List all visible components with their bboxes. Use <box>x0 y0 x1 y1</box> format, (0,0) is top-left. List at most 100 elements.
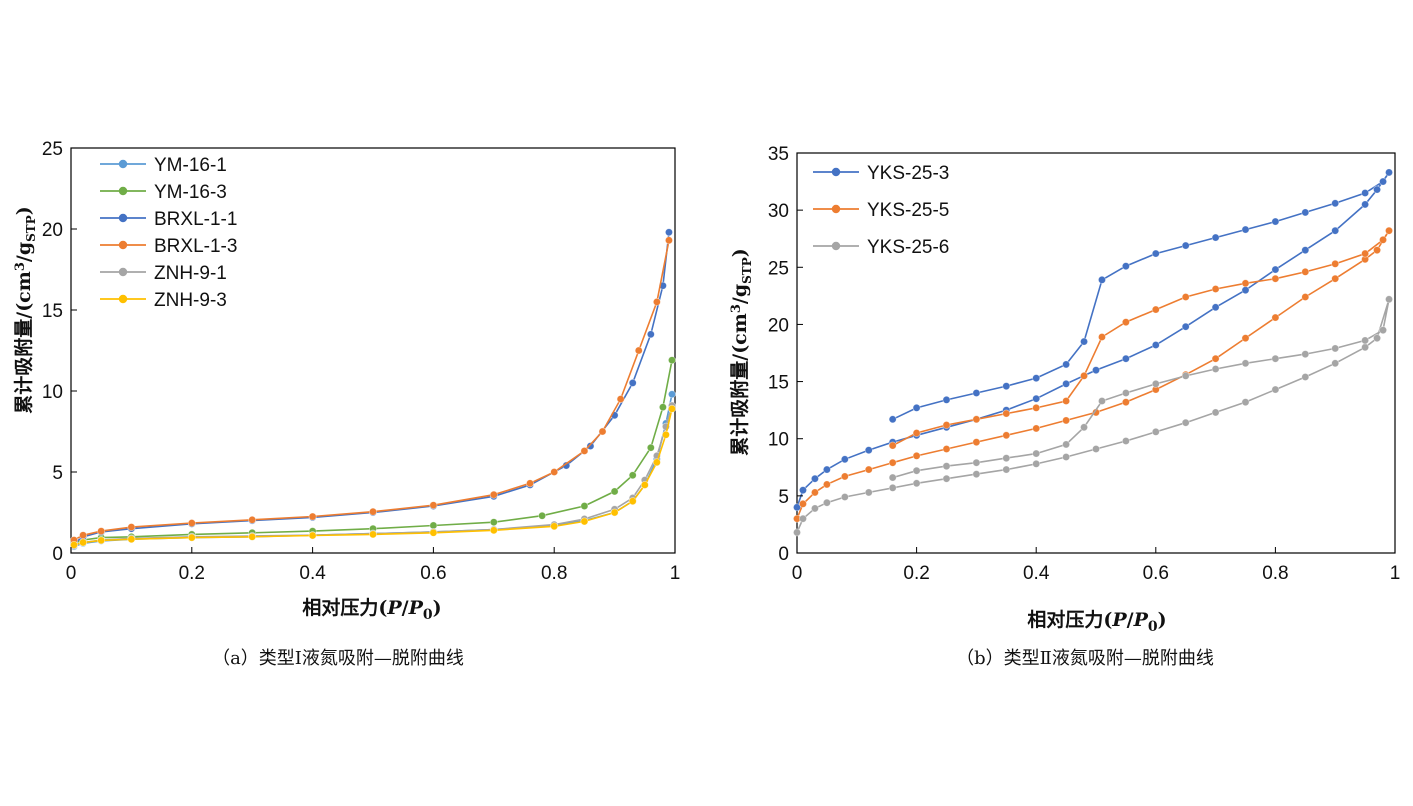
x-tick-label: 1 <box>1390 563 1401 584</box>
data-point <box>1062 360 1070 369</box>
data-point <box>1271 354 1280 363</box>
data-point <box>888 483 897 492</box>
data-point <box>429 521 438 530</box>
data-point <box>1361 189 1369 197</box>
legend-marker <box>831 204 841 214</box>
y-tick-label: 25 <box>768 258 789 279</box>
data-point <box>912 429 921 437</box>
data-point <box>1181 322 1190 331</box>
x-axis-var2-b: P <box>1133 609 1149 631</box>
data-point <box>1151 427 1160 436</box>
data-point <box>942 474 951 483</box>
data-point <box>369 507 377 516</box>
data-point <box>1241 334 1250 343</box>
plot-frame-a <box>70 147 676 554</box>
data-point <box>1122 389 1130 397</box>
data-point <box>1331 199 1340 208</box>
data-point <box>1361 200 1369 209</box>
y-axis-label-b: 累计吸附量 <box>728 361 751 456</box>
x-tick-label: 0.4 <box>299 563 326 584</box>
data-point <box>429 501 438 510</box>
x-axis-var2-a: P <box>408 597 424 619</box>
y-tick-label: 10 <box>768 430 789 451</box>
data-point <box>248 532 257 541</box>
data-point <box>97 527 106 536</box>
data-point <box>1032 374 1041 383</box>
data-point <box>888 473 897 482</box>
data-point <box>888 415 897 424</box>
data-point <box>972 438 981 447</box>
data-point <box>1002 465 1011 474</box>
data-point <box>646 330 655 339</box>
data-point <box>1122 318 1130 327</box>
legend-marker <box>831 241 841 251</box>
data-point <box>1331 226 1340 235</box>
legend-marker <box>118 267 128 277</box>
x-tick-label: 0.8 <box>541 563 567 584</box>
y-axis-title-b: 累计吸附量/(cm3/gSTP) <box>728 248 754 456</box>
data-point <box>628 378 637 387</box>
data-point <box>1122 354 1130 363</box>
y-axis-ticks-b: 0 5 10 15 20 25 30 35 <box>768 144 803 565</box>
data-point <box>972 458 981 467</box>
y-tick-label: 20 <box>42 220 63 241</box>
data-point <box>823 498 831 507</box>
data-point <box>1032 403 1041 412</box>
data-point <box>628 471 637 480</box>
data-point <box>1151 305 1160 314</box>
data-point <box>646 443 655 452</box>
data-point <box>97 536 106 545</box>
data-point <box>1211 303 1220 312</box>
data-point <box>1379 177 1387 186</box>
x-axis-ticks-b: 0 0.2 0.4 0.6 0.8 1 <box>792 547 1401 584</box>
y-axis-ticks-a: 0 5 10 15 20 25 <box>42 139 77 565</box>
data-point <box>1241 225 1250 234</box>
data-point <box>1271 385 1280 394</box>
data-point <box>840 472 849 481</box>
data-point <box>665 228 673 237</box>
data-point <box>1271 217 1280 226</box>
data-point <box>1373 185 1381 194</box>
data-point <box>308 512 317 521</box>
series-line <box>73 240 670 541</box>
data-point <box>1331 259 1340 268</box>
x-axis-paren-open-a: ( <box>378 597 387 619</box>
data-point <box>840 455 849 464</box>
data-point <box>1301 208 1310 217</box>
data-point <box>1301 246 1310 255</box>
x-axis-slash-a: / <box>402 597 409 619</box>
y-tick-label: 5 <box>778 487 789 508</box>
data-point <box>1361 249 1369 258</box>
legend-label: YKS-25-5 <box>867 200 949 221</box>
data-point <box>1373 334 1381 343</box>
series-line <box>796 299 1390 533</box>
data-point <box>793 528 801 537</box>
data-point <box>1211 285 1220 293</box>
data-point <box>1062 379 1070 388</box>
x-axis-title-b: 相对压力(P/P0) <box>1027 608 1166 635</box>
data-point <box>489 490 498 499</box>
data-point <box>912 479 921 488</box>
data-point <box>1062 397 1070 405</box>
data-point <box>665 236 673 245</box>
data-point <box>1241 398 1250 407</box>
x-axis-paren-close-a: ) <box>433 597 442 619</box>
data-point <box>1301 267 1310 276</box>
data-point <box>489 526 498 535</box>
legend-label: ZNH-9-3 <box>154 290 227 311</box>
data-point <box>1098 333 1106 341</box>
data-point <box>972 415 981 424</box>
data-point <box>1151 341 1160 349</box>
y-tick-label: 10 <box>42 382 63 403</box>
y-axis-title-a: 累计吸附量/(cm3/gSTP) <box>12 206 38 414</box>
data-point <box>1331 359 1340 368</box>
data-point <box>912 466 921 475</box>
x-axis-paren-close-b: ) <box>1158 609 1167 631</box>
x-tick-label: 0.6 <box>1143 563 1169 584</box>
data-point <box>1271 274 1280 283</box>
data-point <box>652 458 661 467</box>
data-point <box>1098 397 1106 405</box>
data-point <box>1211 365 1220 373</box>
y-tick-label: 0 <box>52 544 63 565</box>
